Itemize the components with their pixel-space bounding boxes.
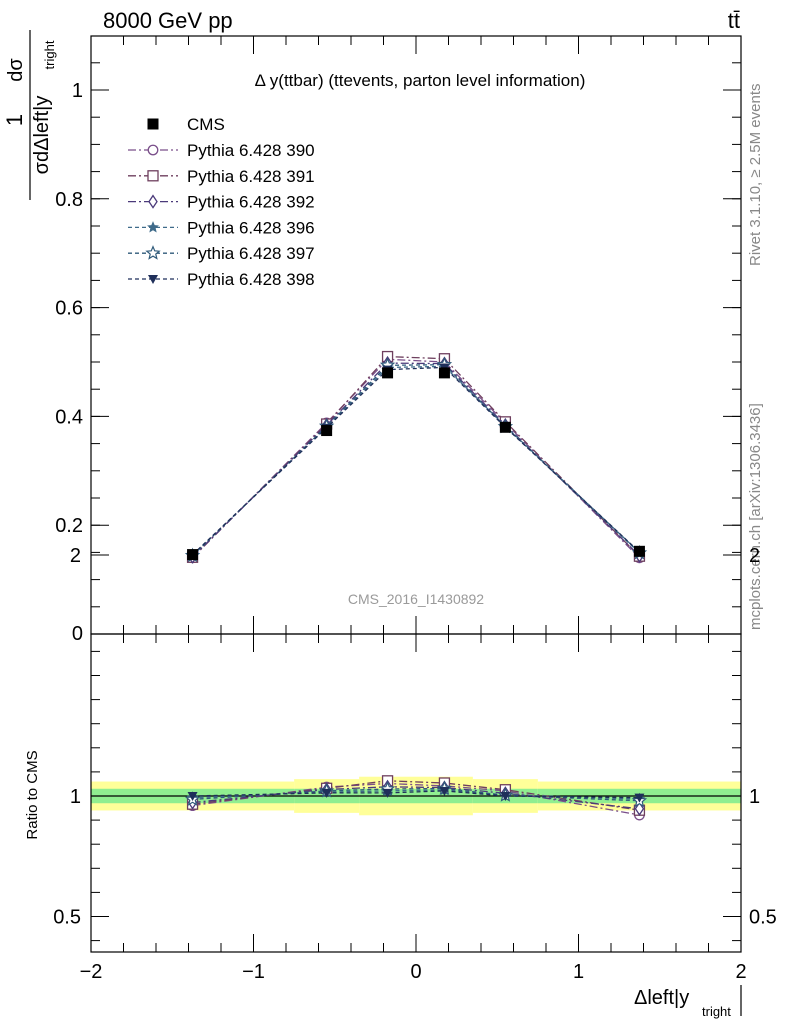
x-tick-label: −2: [80, 961, 103, 983]
legend: CMS Pythia 6.428 390 Pythia 6.428 391 Pythi…: [128, 115, 315, 289]
ylabel-numerator: dσ: [5, 58, 27, 82]
legend-marker: [147, 144, 159, 156]
x-tick-label: 0: [410, 961, 421, 983]
ylabel-denominator: σdΔleft|y: [31, 96, 53, 175]
ratio-series-point: [439, 786, 450, 796]
series-line: [192, 364, 640, 557]
x-tick-label: 1: [573, 961, 584, 983]
ratio-y-tick-label-right: 0.5: [749, 907, 777, 929]
series-line: [192, 362, 640, 558]
ratio-ylabel: Ratio to CMS: [24, 750, 41, 839]
main-series: [184, 350, 648, 564]
xlabel-main: Δleft|y: [634, 987, 689, 1009]
legend-marker: [147, 221, 159, 233]
ratio-series-point: [187, 792, 198, 801]
ratio-y-tick-label: 2: [70, 545, 81, 567]
x-axis-label: Δleft|y tright: [634, 985, 742, 1019]
ylabel-subscript: tright: [42, 40, 57, 69]
legend-label: Pythia 6.428 396: [187, 218, 315, 237]
xlabel-subscript: tright: [702, 1004, 731, 1019]
cms-point: [187, 549, 199, 561]
main-plot-title: Δ y(ttbar) (ttevents, parton level infor…: [255, 71, 586, 90]
main-plot: 0.2 0.4 0.6 0.8 1 0 Δ y(ttbar) (ttevents, par…: [55, 35, 742, 645]
legend-marker: [148, 275, 158, 284]
legend-label: Pythia 6.428 398: [187, 270, 315, 289]
legend-label: Pythia 6.428 390: [187, 141, 315, 160]
ratio-series-point: [500, 792, 511, 801]
main-ylabel: 1 dσ σdΔleft|y tright: [2, 30, 57, 200]
ratio-series-line: [192, 780, 640, 811]
main-cms-points: [187, 367, 645, 561]
main-y-zero-label: 0: [72, 623, 83, 645]
ratio-series-point: [634, 793, 645, 803]
ratio-series-line: [192, 782, 640, 816]
legend-marker: [148, 194, 158, 209]
legend-label: Pythia 6.428 397: [187, 244, 315, 263]
ratio-series-point: [321, 788, 332, 798]
ratio-y-tick-label: 1: [70, 786, 81, 808]
cms-point: [633, 545, 645, 557]
x-tick-label: −1: [242, 961, 265, 983]
ratio-plot: −2 −1 0 1 2 0.5 0.5 1 1 2 2 Ratio to CMS: [24, 545, 777, 983]
legend-cms-marker: [147, 118, 159, 130]
ratio-axes: −2 −1 0 1 2 0.5 0.5 1 1 2 2: [53, 545, 777, 983]
ratio-series-point: [382, 788, 393, 798]
process-label: tt̄: [728, 8, 740, 33]
mcplots-label: mcplots.cern.ch [arXiv:1306.3436]: [747, 403, 764, 630]
watermark: CMS_2016_I1430892: [348, 591, 484, 607]
main-y-tick-label: 0.6: [55, 298, 83, 320]
main-y-tick-label: 1: [72, 80, 83, 102]
cms-point: [321, 425, 333, 437]
rivet-label: Rivet 3.1.10, ≥ 2.5M events: [747, 84, 764, 267]
cms-point: [499, 421, 511, 433]
main-y-tick-label: 0.4: [55, 406, 83, 428]
cms-point: [438, 367, 450, 379]
ratio-y-tick-label-right: 1: [749, 786, 760, 808]
series-line: [192, 355, 640, 558]
energy-label: 8000 GeV pp: [103, 8, 233, 33]
legend-cms-label: CMS: [187, 115, 225, 134]
ratio-y-tick-label-right: 2: [749, 545, 760, 567]
series-line: [192, 366, 640, 556]
legend-label: Pythia 6.428 391: [187, 167, 315, 186]
legend-marker: [145, 245, 161, 260]
series-line: [192, 358, 640, 559]
cms-point: [382, 367, 394, 379]
ylabel-one: 1: [2, 114, 27, 126]
ratio-y-tick-label: 0.5: [53, 907, 81, 929]
series-line: [192, 365, 640, 556]
x-tick-label: 2: [735, 961, 746, 983]
ratio-series-point: [634, 801, 645, 816]
ratio-series: [184, 775, 648, 821]
ratio-plot-frame: [90, 633, 742, 953]
legend-marker: [147, 170, 159, 182]
main-y-tick-label: 0.8: [55, 189, 83, 211]
main-y-tick-label: 0.2: [55, 515, 83, 537]
ratio-series-line: [192, 786, 640, 810]
legend-label: Pythia 6.428 392: [187, 193, 315, 212]
